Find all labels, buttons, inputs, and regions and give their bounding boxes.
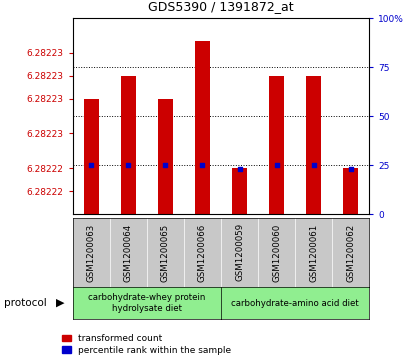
- Point: [347, 166, 354, 172]
- Text: protocol: protocol: [4, 298, 47, 308]
- Text: GSM1200064: GSM1200064: [124, 223, 133, 282]
- Bar: [269, 76, 284, 214]
- Bar: [158, 99, 173, 214]
- Point: [162, 162, 168, 168]
- Text: GSM1200065: GSM1200065: [161, 223, 170, 282]
- Point: [236, 166, 243, 172]
- Point: [125, 162, 132, 168]
- Text: carbohydrate-amino acid diet: carbohydrate-amino acid diet: [231, 299, 359, 307]
- Bar: [232, 168, 247, 214]
- Bar: [343, 168, 358, 214]
- Bar: [121, 76, 136, 214]
- Text: GSM1200066: GSM1200066: [198, 223, 207, 282]
- Text: GSM1200060: GSM1200060: [272, 223, 281, 282]
- Point: [88, 162, 95, 168]
- Text: GSM1200062: GSM1200062: [346, 223, 355, 282]
- Text: ▶: ▶: [56, 298, 64, 308]
- Text: GSM1200061: GSM1200061: [309, 223, 318, 282]
- Text: GSM1200063: GSM1200063: [87, 223, 96, 282]
- Bar: [195, 41, 210, 214]
- Point: [273, 162, 280, 168]
- Point: [310, 162, 317, 168]
- Bar: [306, 76, 321, 214]
- Text: GDS5390 / 1391872_at: GDS5390 / 1391872_at: [148, 0, 294, 13]
- Text: carbohydrate-whey protein
hydrolysate diet: carbohydrate-whey protein hydrolysate di…: [88, 293, 205, 313]
- Point: [199, 162, 206, 168]
- Text: GSM1200059: GSM1200059: [235, 223, 244, 281]
- Bar: [84, 99, 99, 214]
- Legend: transformed count, percentile rank within the sample: transformed count, percentile rank withi…: [59, 331, 235, 359]
